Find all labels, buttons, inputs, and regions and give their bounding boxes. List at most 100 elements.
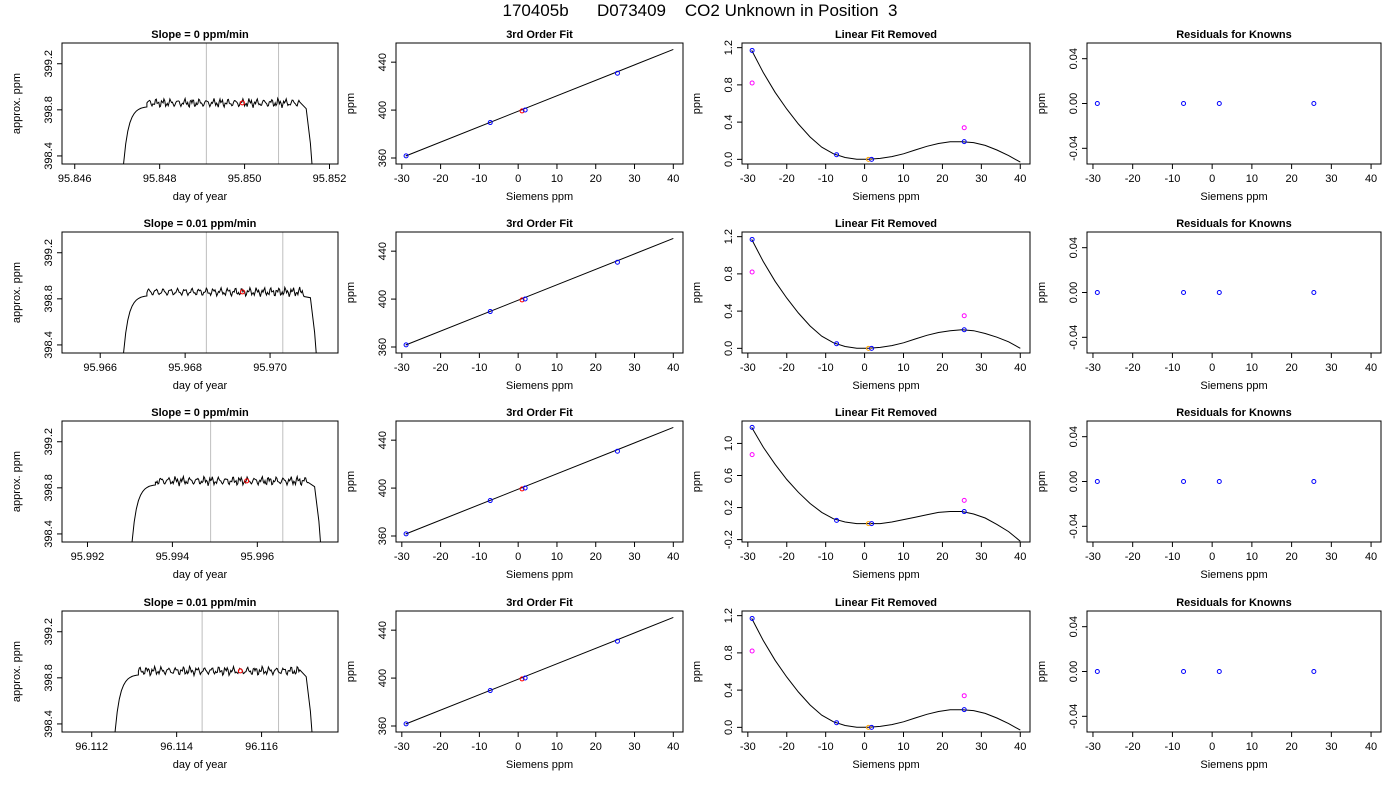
data-point [487,688,493,694]
panel-title: Slope = 0 ppm/min [151,29,249,41]
x-axis-label: Siemens ppm [1200,569,1267,581]
plot-frame [61,420,339,543]
concentration-trace [123,285,317,353]
plot-area [403,238,674,348]
panel-title: Linear Fit Removed [835,597,937,609]
x-tick-label: 10 [897,551,909,563]
x-tick-label: -10 [818,173,834,185]
x-tick-label: 40 [667,741,679,753]
y-tick-label: 440 [377,53,389,71]
sample-point [244,478,250,484]
data-point [1181,479,1187,484]
panel-title: 3rd Order Fit [506,218,573,230]
y-tick-label: 0.4 [723,682,735,697]
plot-frame [1086,610,1382,733]
panel-title: Linear Fit Removed [835,407,937,419]
data-point [1094,290,1100,295]
y-axis-label: approx. ppm [11,451,23,512]
y-tick-label: -0.04 [1068,514,1080,539]
data-point [519,676,525,682]
x-tick-label: -20 [1125,551,1141,563]
data-point [1311,290,1317,295]
x-tick-label: 30 [1325,362,1337,374]
y-tick-label: 400 [377,479,389,497]
x-tick-label: 95.992 [71,551,105,563]
data-point [1311,479,1317,484]
x-axis-label: Siemens ppm [506,191,573,203]
plot-frame [741,42,1031,165]
x-tick-label: -20 [779,173,795,185]
y-axis-label: ppm [1036,471,1048,492]
x-axis-label: Siemens ppm [506,759,573,771]
x-tick-label: -30 [394,741,410,753]
concentration-trace [123,96,313,164]
x-tick-label: 95.852 [313,173,347,185]
y-axis-label: ppm [345,661,357,682]
x-tick-label: 30 [975,551,987,563]
y-tick-label: 360 [377,527,389,545]
data-point [749,47,755,53]
fit-curve [751,618,1021,731]
x-tick-label: 0 [1209,173,1215,185]
x-axis-label: day of year [173,380,228,392]
x-tick-label: 30 [975,362,987,374]
plot-area [1094,101,1317,106]
y-tick-label: 440 [377,242,389,260]
data-point [865,521,871,527]
x-tick-label: 40 [1014,741,1026,753]
data-point [961,707,967,713]
sample-point [239,289,245,295]
y-axis-label: approx. ppm [11,73,23,134]
y-tick-label: 0.04 [1068,48,1080,69]
data-point [869,724,875,730]
y-tick-label: 0.8 [723,266,735,281]
y-tick-label: 360 [377,338,389,356]
x-tick-label: 40 [1365,551,1377,563]
y-tick-label: 399.2 [43,618,55,646]
data-point [961,327,967,333]
y-axis-label: ppm [691,93,703,114]
x-axis-label: Siemens ppm [1200,191,1267,203]
y-tick-label: 440 [377,431,389,449]
data-point [519,108,525,114]
panel-r3c1: Slope = 0 ppm/min day of year approx. ppm 9… [11,407,339,581]
data-point [834,152,840,158]
y-tick-label: 1.0 [723,436,735,451]
data-point [614,70,620,76]
y-tick-label: 0.4 [723,303,735,318]
y-axis-label: ppm [691,661,703,682]
data-point [519,297,525,303]
x-tick-label: -10 [1164,362,1180,374]
x-tick-label: -30 [1085,741,1101,753]
x-tick-label: 20 [1285,741,1297,753]
plot-area [749,47,1021,163]
x-tick-label: 0 [862,362,868,374]
plot-area [114,611,313,732]
data-point [487,120,493,126]
y-tick-label: 1.2 [723,40,735,55]
data-point [749,236,755,242]
plot-area [123,43,313,164]
x-tick-label: -10 [471,362,487,374]
fit-line [405,617,674,725]
x-tick-label: 40 [1014,173,1026,185]
x-axis-label: day of year [173,191,228,203]
x-tick-label: 96.116 [245,741,278,753]
data-point [614,448,620,454]
y-tick-label: -0.04 [1068,704,1080,729]
y-tick-label: 398.4 [43,710,55,738]
x-tick-label: 30 [1325,551,1337,563]
x-tick-label: 0 [515,173,521,185]
x-tick-label: 95.846 [58,173,92,185]
y-axis-label: ppm [691,282,703,303]
data-point [1216,101,1222,106]
data-point [865,345,871,351]
x-tick-label: 10 [1246,173,1258,185]
x-tick-label: -10 [1164,173,1180,185]
data-point [487,498,493,504]
data-point [869,345,875,351]
x-tick-label: 30 [975,173,987,185]
y-tick-label: 399.2 [43,50,55,78]
x-tick-label: -30 [394,362,410,374]
